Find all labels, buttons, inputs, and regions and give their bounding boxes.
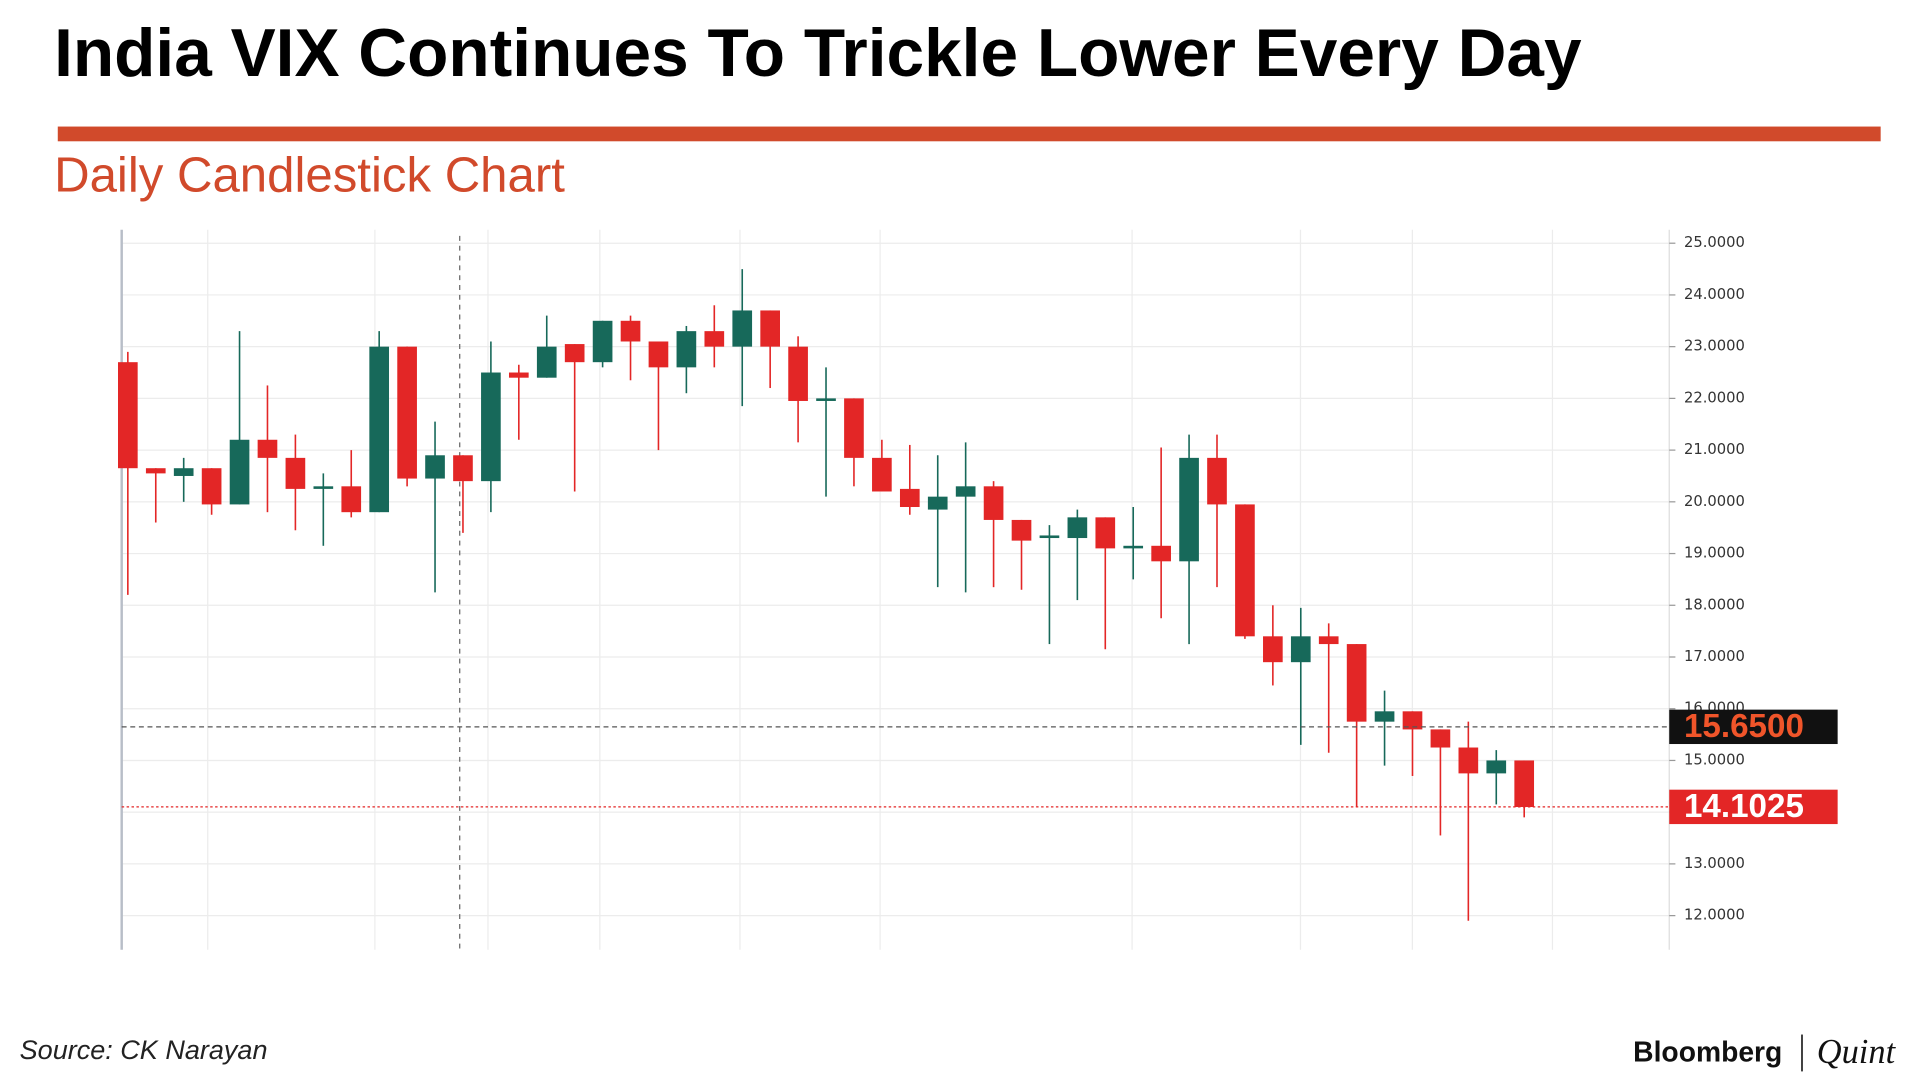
candle-body: [1318, 636, 1339, 645]
y-tick-label: 13.0000: [1684, 855, 1745, 872]
brand-bloomberg: Bloomberg: [1633, 1036, 1782, 1068]
candle-body: [564, 344, 585, 363]
candle-body: [1039, 535, 1060, 539]
price-label-box: [1669, 709, 1838, 745]
candle-body: [536, 346, 557, 378]
candle-body: [425, 455, 445, 479]
candle-body: [844, 398, 864, 458]
source: Source: CK Narayan: [20, 1035, 268, 1065]
candle-body: [816, 398, 836, 401]
y-tick-label: 21.0000: [1684, 441, 1745, 458]
y-tick-label: 15.0000: [1684, 751, 1745, 768]
price-label-box: [1669, 789, 1838, 825]
chart-title: India VIX Continues To Trickle Lower Eve…: [54, 16, 1582, 91]
candle-body: [145, 468, 166, 474]
candle-body: [899, 488, 920, 508]
candle-body: [1402, 711, 1423, 730]
candle-body: [983, 486, 1004, 520]
candle-body: [1486, 760, 1507, 774]
candle-body: [927, 496, 948, 510]
candle-body: [620, 320, 641, 342]
candle-body: [285, 457, 306, 489]
candle-body: [1067, 517, 1088, 539]
candle-body: [732, 310, 753, 347]
candle-body: [1290, 636, 1311, 663]
y-tick-label: 22.0000: [1684, 389, 1745, 406]
candle-body: [1179, 457, 1199, 562]
title-rule: [57, 126, 1881, 142]
candle-body: [1151, 545, 1171, 562]
candle-body: [955, 486, 976, 497]
candle-body: [257, 439, 278, 458]
candle-body: [313, 486, 334, 489]
price-label: 15.6500: [1684, 708, 1804, 745]
candle-body: [229, 439, 250, 505]
candle-body: [760, 310, 780, 347]
candle-body: [788, 346, 808, 401]
candle-body: [872, 457, 892, 492]
chart-subtitle: Daily Candlestick Chart: [54, 149, 565, 203]
y-tick-label: 17.0000: [1684, 648, 1745, 665]
candle-body: [1374, 711, 1395, 722]
y-tick-label: 12.0000: [1684, 907, 1745, 924]
candle-body: [173, 468, 194, 476]
candle-body: [1095, 517, 1116, 549]
candle-body: [481, 372, 501, 482]
price-label: 14.1025: [1684, 788, 1804, 825]
y-tick-label: 23.0000: [1684, 338, 1745, 355]
y-tick-label: 18.0000: [1684, 596, 1745, 613]
grid: [121, 229, 1670, 950]
candle-body: [453, 455, 473, 482]
y-tick-label: 19.0000: [1684, 545, 1745, 562]
candle-body: [1011, 519, 1032, 541]
candle-body: [201, 468, 222, 505]
candle-body: [1430, 729, 1451, 748]
y-tick-label: 24.0000: [1684, 286, 1745, 303]
y-tick-label: 20.0000: [1684, 493, 1745, 510]
candle-body: [592, 320, 613, 363]
candle-body: [1346, 644, 1367, 722]
candle-body: [1514, 760, 1535, 808]
candle-body: [1207, 457, 1227, 505]
candle-body: [508, 372, 529, 378]
candle-body: [648, 341, 669, 368]
candle-body: [1263, 636, 1283, 663]
candle-body: [1458, 747, 1479, 774]
candle-body: [1235, 504, 1255, 637]
candle-body: [704, 331, 725, 347]
candle-body: [1123, 545, 1144, 549]
y-tick-label: 25.0000: [1684, 234, 1745, 251]
candle-body: [369, 346, 390, 513]
candle-body: [676, 331, 697, 368]
candle-body: [118, 362, 138, 469]
candle-body: [397, 346, 417, 479]
brand-quint: Quint: [1817, 1033, 1897, 1071]
candle-body: [341, 486, 362, 513]
